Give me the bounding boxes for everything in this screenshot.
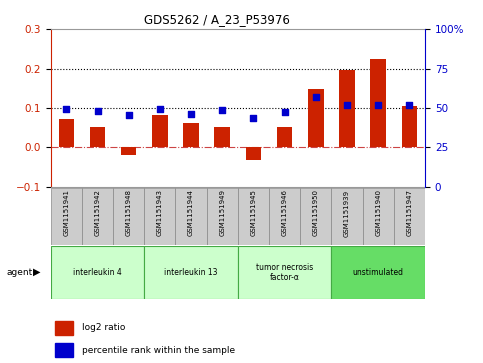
Point <box>312 94 320 100</box>
Bar <box>144 246 238 299</box>
Text: GSM1151949: GSM1151949 <box>219 189 225 236</box>
Point <box>374 102 382 108</box>
Bar <box>214 127 230 147</box>
Point <box>250 115 257 121</box>
Bar <box>363 188 394 245</box>
Bar <box>175 188 207 245</box>
Text: GSM1151944: GSM1151944 <box>188 189 194 236</box>
Bar <box>370 60 386 147</box>
Text: GSM1151939: GSM1151939 <box>344 189 350 237</box>
Bar <box>207 188 238 245</box>
Point <box>94 108 101 114</box>
Point <box>281 109 288 115</box>
Bar <box>152 115 168 147</box>
Bar <box>183 123 199 147</box>
Bar <box>51 246 144 299</box>
Point <box>62 106 70 112</box>
Bar <box>82 188 113 245</box>
Bar <box>394 188 425 245</box>
Point <box>187 111 195 117</box>
Bar <box>269 188 300 245</box>
Text: GSM1151940: GSM1151940 <box>375 189 381 236</box>
Text: interleukin 4: interleukin 4 <box>73 268 122 277</box>
Point <box>343 102 351 108</box>
Text: log2 ratio: log2 ratio <box>82 323 125 332</box>
Text: ▶: ▶ <box>33 267 41 277</box>
Bar <box>144 188 175 245</box>
Text: unstimulated: unstimulated <box>353 268 404 277</box>
Bar <box>339 70 355 147</box>
Bar <box>113 188 144 245</box>
Bar <box>55 321 73 335</box>
Bar <box>238 246 331 299</box>
Bar <box>58 119 74 147</box>
Text: tumor necrosis
factor-α: tumor necrosis factor-α <box>256 263 313 282</box>
Bar <box>331 246 425 299</box>
Bar <box>308 89 324 147</box>
Text: GSM1151942: GSM1151942 <box>95 189 100 236</box>
Bar <box>55 343 73 357</box>
Bar <box>51 188 82 245</box>
Point <box>406 102 413 108</box>
Bar <box>300 188 331 245</box>
Bar <box>238 188 269 245</box>
Text: GSM1151948: GSM1151948 <box>126 189 132 236</box>
Bar <box>121 147 137 155</box>
Text: interleukin 13: interleukin 13 <box>164 268 218 277</box>
Text: GSM1151943: GSM1151943 <box>157 189 163 236</box>
Bar <box>90 127 105 147</box>
Text: GSM1151950: GSM1151950 <box>313 189 319 236</box>
Point <box>218 107 226 113</box>
Bar <box>331 188 363 245</box>
Point <box>156 106 164 112</box>
Text: GSM1151945: GSM1151945 <box>251 189 256 236</box>
Bar <box>277 127 293 147</box>
Text: GSM1151946: GSM1151946 <box>282 189 288 236</box>
Text: GSM1151941: GSM1151941 <box>63 189 70 236</box>
Text: GSM1151947: GSM1151947 <box>406 189 412 236</box>
Text: GDS5262 / A_23_P53976: GDS5262 / A_23_P53976 <box>144 13 290 26</box>
Bar <box>402 106 417 147</box>
Point <box>125 112 132 118</box>
Text: percentile rank within the sample: percentile rank within the sample <box>82 346 235 355</box>
Bar <box>246 147 261 160</box>
Text: agent: agent <box>6 268 32 277</box>
